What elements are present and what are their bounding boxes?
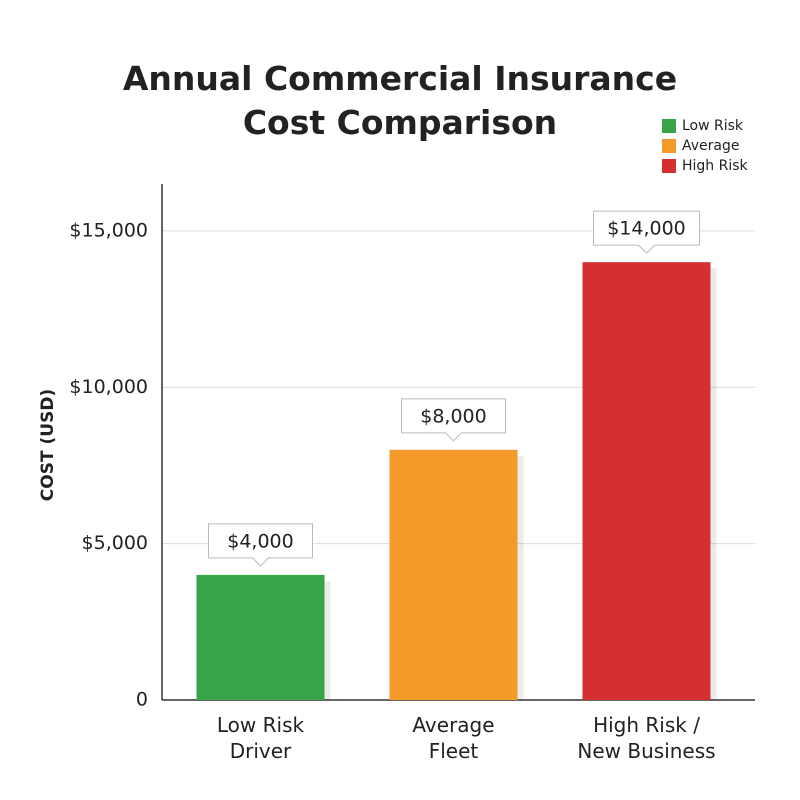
bar: [582, 262, 711, 700]
x-tick-label: Average Fleet: [412, 713, 494, 763]
legend-label: Average: [682, 138, 740, 154]
legend-label: Low Risk: [682, 118, 744, 134]
chart-title: Annual Commercial Insurance Cost Comparis…: [123, 59, 677, 142]
y-tick-label: $15,000: [69, 219, 148, 241]
y-tick-label: $10,000: [69, 376, 148, 398]
legend-swatch: [662, 119, 676, 133]
x-tick-label: Low Risk Driver: [217, 713, 305, 763]
y-tick-label: 0: [136, 689, 148, 711]
y-axis-label: COST (USD): [38, 389, 58, 501]
legend-swatch: [662, 139, 676, 153]
legend-label: High Risk: [682, 158, 749, 174]
x-tick-label: High Risk / New Business: [577, 713, 715, 763]
value-label: $14,000: [607, 218, 686, 240]
value-label: $8,000: [420, 405, 486, 427]
legend-swatch: [662, 159, 676, 173]
bar: [196, 574, 325, 700]
value-label-box: [208, 523, 313, 567]
bar: [389, 449, 518, 700]
value-label-box: [593, 210, 700, 254]
y-tick-label: $5,000: [82, 532, 148, 554]
value-label: $4,000: [227, 530, 293, 552]
value-label-box: [401, 398, 506, 442]
